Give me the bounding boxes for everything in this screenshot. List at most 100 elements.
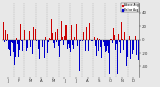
Bar bbox=[45, 37, 46, 40]
Bar bbox=[118, 34, 119, 40]
Bar bbox=[28, 27, 29, 40]
Bar bbox=[125, 40, 126, 57]
Bar bbox=[58, 40, 59, 46]
Bar bbox=[13, 40, 14, 52]
Bar bbox=[126, 40, 127, 66]
Bar bbox=[69, 40, 70, 48]
Bar bbox=[121, 22, 122, 40]
Bar bbox=[101, 40, 102, 58]
Bar bbox=[98, 40, 99, 51]
Bar bbox=[70, 40, 71, 52]
Bar bbox=[68, 40, 69, 44]
Bar bbox=[103, 40, 104, 42]
Bar bbox=[136, 40, 137, 55]
Bar bbox=[138, 40, 139, 60]
Bar bbox=[92, 40, 93, 41]
Bar bbox=[106, 40, 107, 51]
Bar bbox=[25, 32, 26, 40]
Bar bbox=[50, 39, 51, 40]
Bar bbox=[35, 29, 36, 40]
Bar bbox=[129, 36, 130, 40]
Bar bbox=[33, 27, 34, 40]
Bar bbox=[17, 40, 18, 44]
Bar bbox=[44, 40, 45, 58]
Bar bbox=[6, 40, 7, 41]
Bar bbox=[61, 21, 62, 40]
Bar bbox=[128, 40, 129, 62]
Bar bbox=[82, 40, 83, 41]
Bar bbox=[96, 40, 97, 45]
Bar bbox=[81, 40, 82, 45]
Bar bbox=[42, 40, 43, 47]
Bar bbox=[127, 40, 128, 57]
Bar bbox=[74, 37, 75, 40]
Bar bbox=[39, 40, 40, 59]
Bar bbox=[72, 40, 73, 45]
Bar bbox=[65, 25, 66, 40]
Bar bbox=[99, 39, 100, 40]
Bar bbox=[4, 40, 5, 42]
Bar bbox=[16, 37, 17, 40]
Bar bbox=[117, 40, 118, 74]
Bar bbox=[29, 31, 30, 40]
Bar bbox=[76, 24, 77, 40]
Bar bbox=[53, 40, 54, 44]
Bar bbox=[15, 40, 16, 57]
Bar bbox=[109, 40, 110, 74]
Bar bbox=[21, 40, 22, 41]
Bar bbox=[132, 40, 133, 54]
Bar bbox=[87, 38, 88, 40]
Bar bbox=[94, 37, 95, 40]
Bar bbox=[112, 40, 113, 44]
Bar bbox=[11, 40, 12, 42]
Bar bbox=[124, 32, 125, 40]
Bar bbox=[31, 40, 32, 48]
Bar bbox=[104, 40, 105, 46]
Bar bbox=[14, 40, 15, 65]
Bar bbox=[9, 40, 10, 50]
Bar bbox=[77, 40, 78, 46]
Bar bbox=[123, 40, 124, 50]
Bar bbox=[24, 30, 25, 40]
Bar bbox=[135, 36, 136, 40]
Bar bbox=[57, 29, 58, 40]
Bar bbox=[88, 40, 89, 51]
Bar bbox=[79, 40, 80, 71]
Bar bbox=[38, 40, 39, 49]
Bar bbox=[131, 40, 132, 47]
Bar bbox=[18, 40, 19, 57]
Bar bbox=[97, 38, 98, 40]
Bar bbox=[100, 40, 101, 47]
Bar bbox=[46, 31, 47, 40]
Bar bbox=[130, 40, 131, 59]
Bar bbox=[86, 27, 87, 40]
Bar bbox=[111, 39, 112, 40]
Bar bbox=[113, 28, 114, 40]
Bar bbox=[84, 40, 85, 44]
Bar bbox=[67, 40, 68, 49]
Bar bbox=[62, 37, 63, 40]
Bar bbox=[54, 40, 55, 48]
Bar bbox=[56, 40, 57, 42]
Bar bbox=[60, 40, 61, 41]
Bar bbox=[71, 25, 72, 40]
Bar bbox=[80, 40, 81, 41]
Bar bbox=[55, 32, 56, 40]
Bar bbox=[90, 40, 91, 70]
Bar bbox=[12, 40, 13, 43]
Bar bbox=[85, 40, 86, 51]
Bar bbox=[116, 40, 117, 44]
Bar bbox=[89, 23, 90, 40]
Legend: Above Avg, Below Avg: Above Avg, Below Avg bbox=[121, 3, 139, 12]
Bar bbox=[83, 32, 84, 40]
Bar bbox=[133, 40, 134, 50]
Bar bbox=[3, 22, 4, 40]
Bar bbox=[26, 40, 27, 51]
Bar bbox=[43, 40, 44, 46]
Bar bbox=[73, 40, 74, 49]
Bar bbox=[36, 40, 37, 41]
Bar bbox=[27, 40, 28, 48]
Bar bbox=[75, 29, 76, 40]
Bar bbox=[120, 40, 121, 53]
Bar bbox=[30, 40, 31, 47]
